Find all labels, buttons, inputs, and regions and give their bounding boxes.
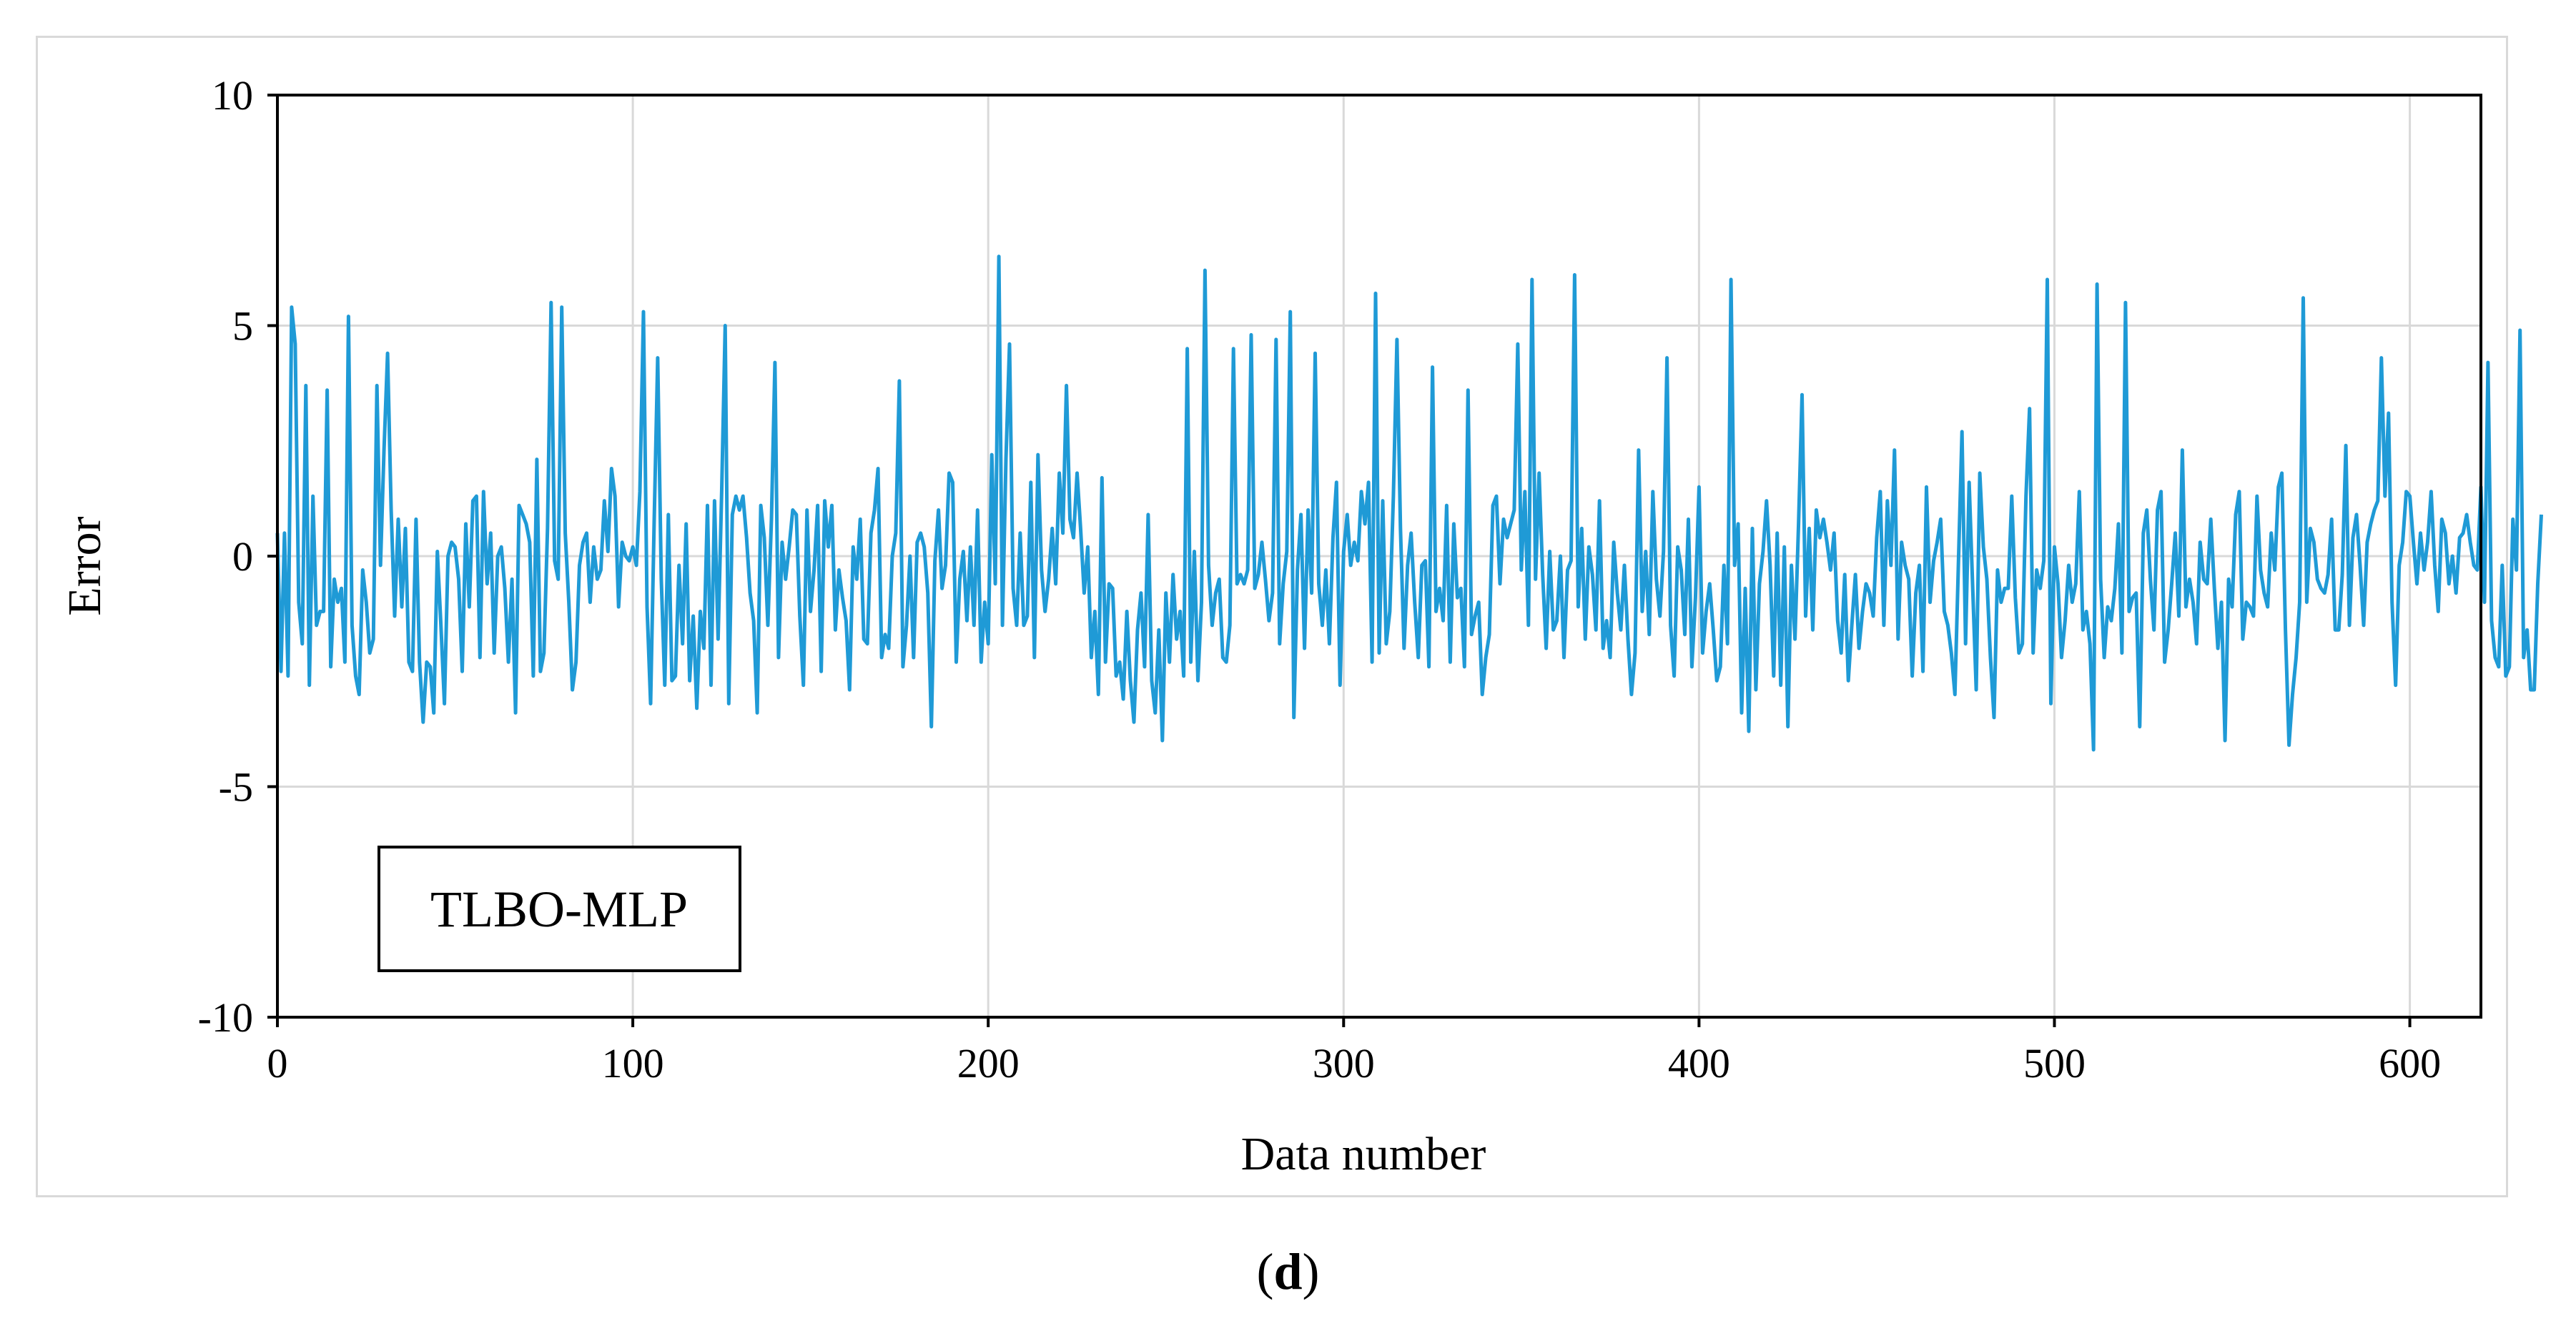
x-tick-label-300: 300 xyxy=(1313,1040,1375,1087)
x-axis-ticks: 0 100 200 300 400 500 600 xyxy=(267,1017,2441,1087)
legend-label: TLBO-MLP xyxy=(430,881,688,938)
caption-close-paren: ) xyxy=(1302,1243,1320,1300)
y-tick-label--5: -5 xyxy=(219,764,253,811)
x-tick-label-400: 400 xyxy=(1668,1040,1730,1087)
chart-frame xyxy=(36,36,2508,1197)
caption-open-paren: ( xyxy=(1256,1243,1274,1300)
y-tick-label-5: 5 xyxy=(232,303,253,350)
x-tick-label-500: 500 xyxy=(2023,1040,2086,1087)
y-tick-label--10: -10 xyxy=(198,994,253,1041)
plot-area-border xyxy=(276,94,2482,1019)
y-tick-label-0: 0 xyxy=(232,533,253,580)
x-tick-label-100: 100 xyxy=(602,1040,664,1087)
legend-box-border xyxy=(377,846,741,972)
figure-caption: (d) xyxy=(0,1242,2576,1302)
y-axis-label: Error xyxy=(59,516,111,615)
x-tick-label-200: 200 xyxy=(957,1040,1020,1087)
y-axis-ticks: -10 -5 0 5 10 xyxy=(198,72,277,1041)
y-tick-label-10: 10 xyxy=(212,72,253,119)
legend-box: TLBO-MLP xyxy=(377,846,741,972)
x-tick-label-600: 600 xyxy=(2379,1040,2441,1087)
x-tick-label-0: 0 xyxy=(267,1040,288,1087)
caption-letter: d xyxy=(1273,1243,1303,1300)
x-axis-label: Data number xyxy=(1241,1128,1486,1180)
series-line-tlbo-mlp xyxy=(275,254,2543,752)
